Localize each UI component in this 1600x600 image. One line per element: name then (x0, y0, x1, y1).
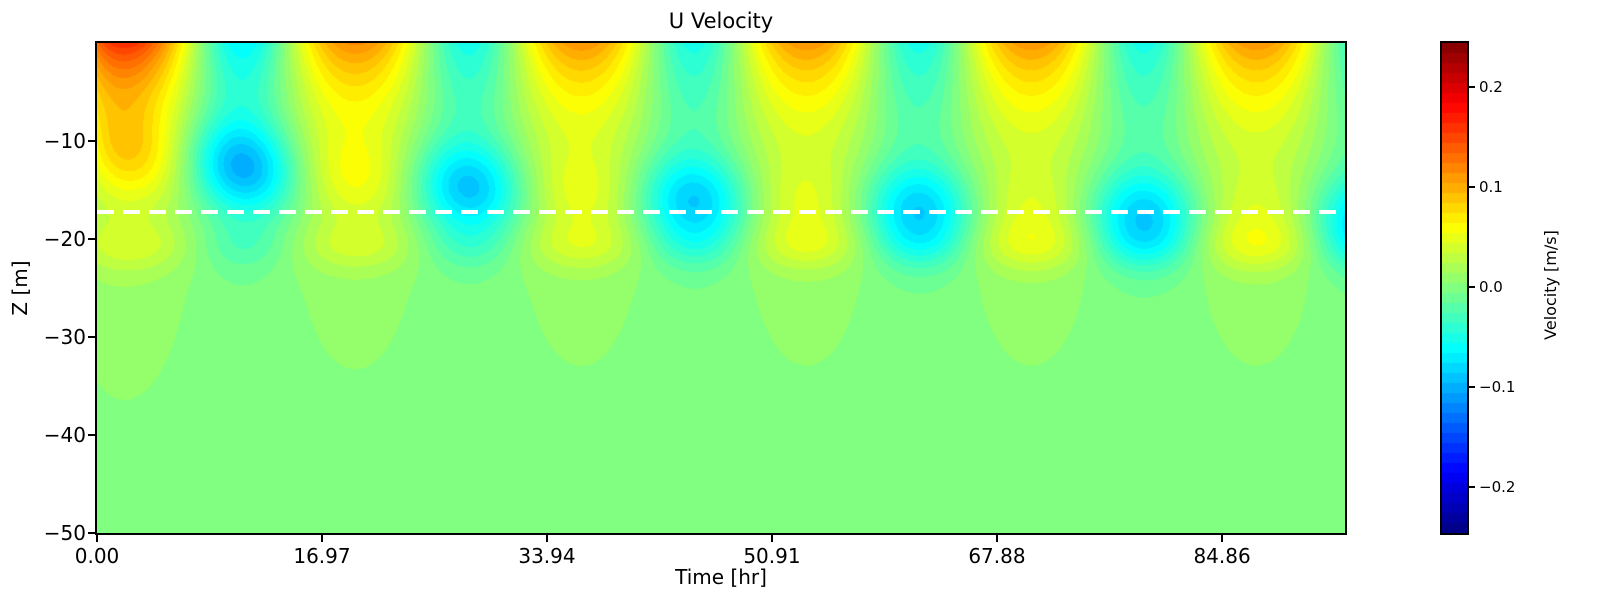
x-tick-mark (770, 535, 773, 542)
x-tick-mark (320, 535, 323, 542)
x-tick-mark (545, 535, 548, 542)
colorbar-tick-label: 0.0 (1479, 277, 1503, 296)
y-tick-mark (88, 434, 95, 436)
colorbar-tick-mark (1469, 85, 1475, 88)
y-tick-label: −10 (43, 129, 86, 153)
colorbar-tick-label: 0.1 (1479, 177, 1503, 196)
y-tick-mark (88, 140, 95, 142)
colorbar-tick-mark (1469, 385, 1475, 388)
y-axis-label: Z [m] (8, 260, 32, 316)
y-tick-label: −50 (43, 521, 86, 545)
x-tick-mark (1221, 535, 1224, 542)
x-tick-label: 84.86 (1193, 544, 1251, 568)
x-tick-label: 50.91 (743, 544, 801, 568)
colorbar (1440, 41, 1469, 535)
y-tick-mark (88, 238, 95, 240)
y-tick-mark (88, 336, 95, 338)
x-tick-label: 16.97 (293, 544, 351, 568)
y-tick-label: −40 (43, 423, 86, 447)
colorbar-tick-label: −0.2 (1479, 477, 1516, 496)
x-tick-mark (96, 535, 98, 542)
x-axis-label: Time [hr] (675, 565, 767, 589)
colorbar-gradient-canvas (1442, 43, 1467, 533)
plot-area (95, 41, 1347, 535)
colorbar-tick-mark (1469, 185, 1475, 188)
x-tick-mark (995, 535, 998, 542)
y-tick-label: −30 (43, 325, 86, 349)
colorbar-tick-mark (1469, 485, 1475, 488)
contour-field-canvas (97, 43, 1345, 533)
y-tick-mark (88, 532, 95, 534)
colorbar-tick-label: 0.2 (1479, 77, 1503, 96)
x-tick-label: 67.88 (968, 544, 1026, 568)
x-tick-label: 0.00 (74, 544, 120, 568)
colorbar-label: Velocity [m/s] (1541, 230, 1560, 340)
y-tick-label: −20 (43, 227, 86, 251)
plot-title: U Velocity (668, 9, 774, 33)
colorbar-tick-label: −0.1 (1479, 377, 1516, 396)
colorbar-tick-mark (1469, 285, 1475, 288)
mixed-layer-depth-dashed-line (97, 210, 1345, 215)
x-tick-label: 33.94 (518, 544, 576, 568)
